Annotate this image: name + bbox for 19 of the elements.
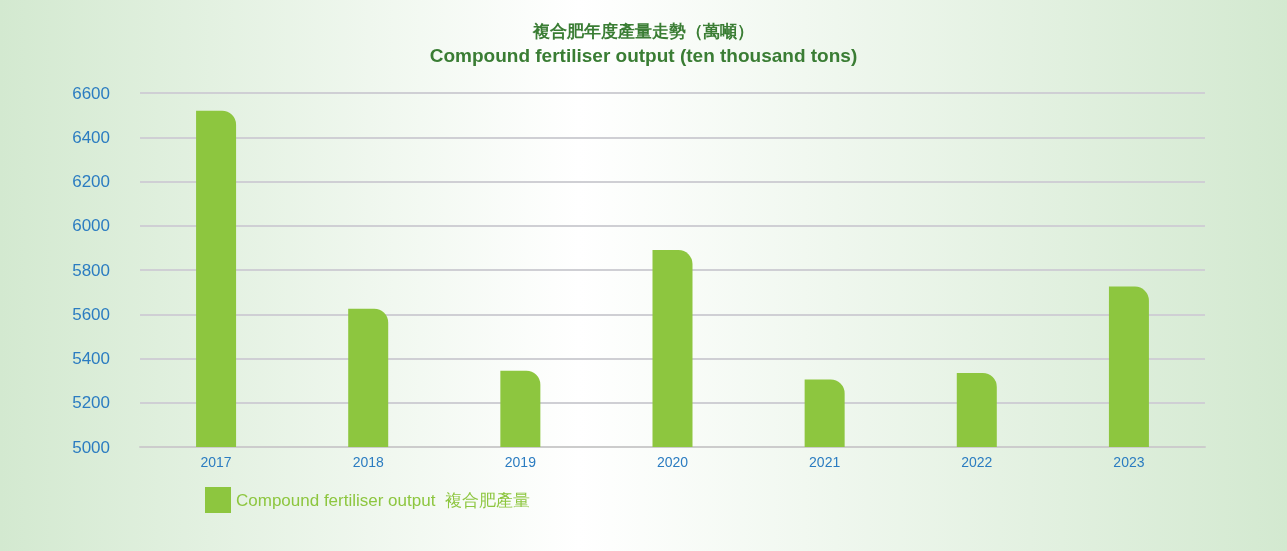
x-tick-label: 2023 bbox=[1113, 454, 1145, 470]
x-tick-label: 2018 bbox=[352, 454, 384, 470]
y-tick-label: 5400 bbox=[72, 349, 110, 368]
x-tick-label: 2019 bbox=[504, 454, 537, 470]
legend-label: Compound fertiliser output 複合肥產量 bbox=[236, 490, 530, 510]
y-tick-label: 5200 bbox=[72, 393, 110, 413]
y-tick-label: 5600 bbox=[72, 304, 110, 324]
chart-title: 複合肥年度產量走勢（萬噸） bbox=[532, 22, 754, 41]
x-tick-label: 2020 bbox=[656, 454, 689, 470]
y-tick-label: 5800 bbox=[72, 260, 110, 280]
y-tick-label: 5000 bbox=[72, 437, 110, 457]
x-tick-label: 2021 bbox=[809, 454, 841, 470]
y-tick-label: 6600 bbox=[72, 83, 110, 103]
chart-subtitle: Compound fertiliser output (ten thousand tons) bbox=[429, 45, 858, 66]
x-tick-label: 2017 bbox=[200, 454, 232, 470]
x-tick-label: 2022 bbox=[961, 454, 993, 470]
y-tick-label: 6000 bbox=[72, 216, 110, 236]
y-tick-label: 6400 bbox=[72, 127, 110, 147]
y-tick-label: 6200 bbox=[72, 172, 110, 191]
